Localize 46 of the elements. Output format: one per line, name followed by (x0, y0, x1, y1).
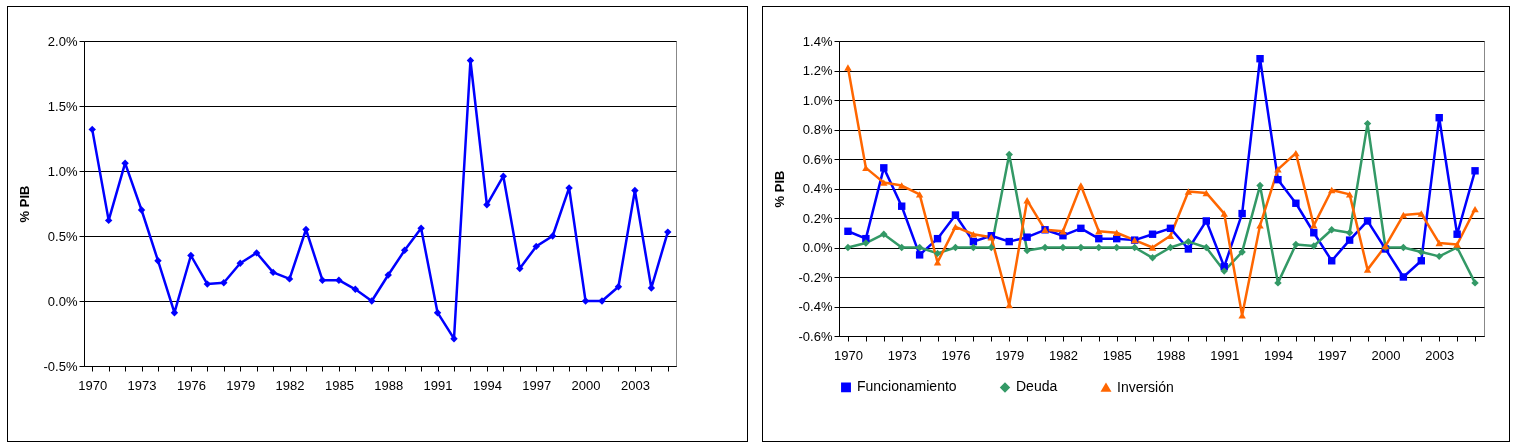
x-tick-label: 2003 (620, 377, 650, 393)
y-tick-label: 0.0% (802, 240, 833, 255)
y-tick-label: -0.2% (798, 269, 833, 285)
legend-label: Deuda (1015, 378, 1057, 395)
y-tick-label: -0.6% (798, 328, 833, 344)
x-tick-label: 1973 (127, 377, 157, 393)
x-tick-label: 1991 (1209, 347, 1239, 363)
x-tick-label: 1985 (324, 377, 354, 393)
y-tick-label: 0.6% (802, 151, 833, 167)
y-axis-title: % PIB (771, 170, 787, 208)
x-tick-label: 1985 (1102, 347, 1132, 363)
x-tick-label: 1970 (78, 377, 108, 393)
x-tick-label: 2000 (571, 377, 601, 393)
x-tick-label: 1973 (887, 347, 917, 363)
y-tick-label: 2.0% (47, 33, 78, 49)
y-tick-label: 1.4% (802, 33, 833, 49)
y-tick-label: 0.2% (802, 210, 833, 226)
x-tick-label: 2003 (1424, 347, 1454, 363)
legend-label: Funcionamiento (856, 378, 957, 395)
y-tick-label: 0.0% (47, 293, 78, 309)
x-tick-label: 1976 (176, 377, 206, 393)
x-tick-label: 1994 (472, 377, 502, 393)
x-tick-label: 2000 (1371, 347, 1400, 363)
legend-label: Inversión (1116, 378, 1174, 395)
x-tick-label: 1982 (275, 377, 305, 393)
y-tick-label: 1.0% (802, 92, 833, 108)
x-tick-label: 1991 (423, 377, 453, 393)
x-tick-label: 1994 (1263, 347, 1293, 363)
y-axis-title: % PIB (16, 185, 32, 223)
y-tick-label: 1.2% (802, 63, 833, 78)
y-tick-label: -0.4% (798, 299, 833, 314)
x-tick-label: 1997 (1317, 347, 1347, 363)
y-tick-label: 0.5% (47, 228, 78, 244)
y-tick-label: -0.5% (43, 358, 78, 374)
x-tick-label: 1979 (226, 377, 256, 393)
y-tick-label: 1.0% (47, 163, 78, 179)
x-tick-label: 1976 (941, 347, 970, 363)
y-tick-label: 0.4% (802, 181, 833, 196)
x-tick-label: 1988 (1156, 347, 1185, 363)
x-tick-label: 1988 (374, 377, 404, 393)
x-tick-label: 1970 (833, 347, 863, 363)
x-tick-label: 1982 (1048, 347, 1078, 363)
y-tick-label: 1.5% (47, 98, 78, 114)
x-tick-label: 1997 (522, 377, 552, 393)
x-tick-label: 1979 (994, 347, 1024, 363)
y-tick-label: 0.8% (802, 122, 833, 137)
